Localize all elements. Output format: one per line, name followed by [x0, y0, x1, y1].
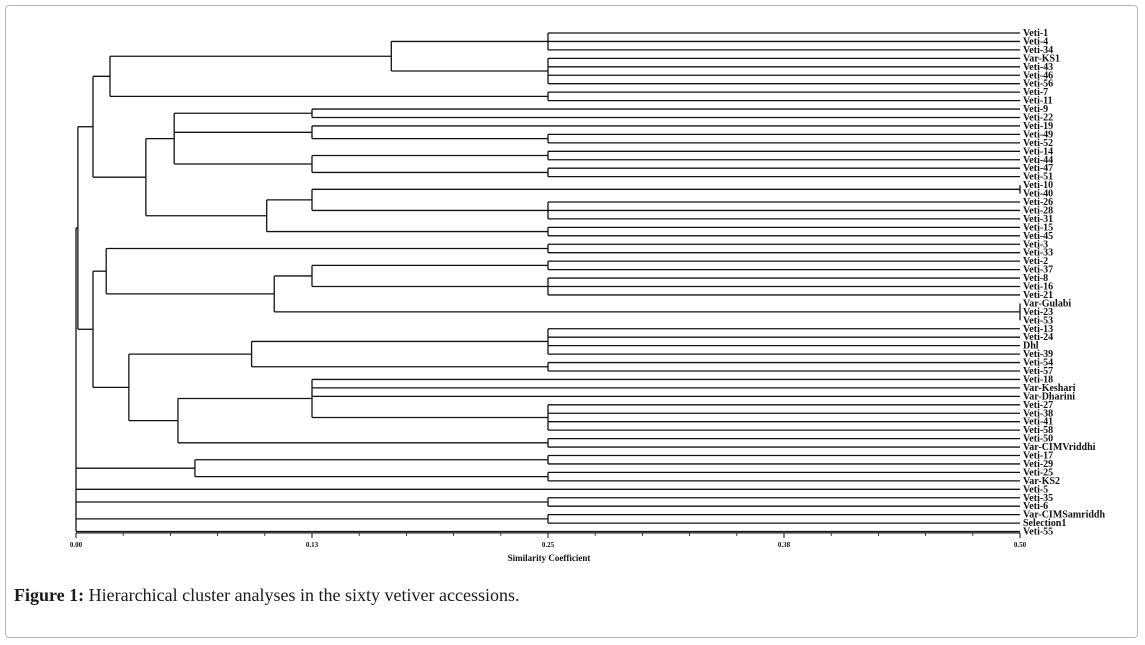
leaf-label: Veti-37 — [1023, 265, 1053, 276]
leaf-label: Var-Keshari — [1023, 383, 1076, 394]
caption-label: Figure 1: — [14, 585, 85, 605]
leaf-label: Veti-58 — [1023, 425, 1053, 436]
leaf-label: Veti-18 — [1023, 374, 1053, 385]
leaf-label: Veti-45 — [1023, 231, 1053, 242]
leaf-label: Var-CIMSamriddh — [1023, 510, 1105, 521]
leaf-label: Veti-46 — [1023, 70, 1053, 81]
leaf-label: Var-Gulabi — [1023, 298, 1071, 309]
leaf-label: Veti-5 — [1023, 484, 1048, 495]
leaf-label: Veti-50 — [1023, 434, 1053, 445]
axis-tick-label: 0.38 — [778, 541, 791, 549]
leaf-label: Veti-35 — [1023, 493, 1053, 504]
leaf-label: Veti-24 — [1023, 332, 1053, 343]
leaf-label: Veti-8 — [1023, 273, 1048, 284]
leaf-label: Veti-25 — [1023, 467, 1053, 478]
leaf-label: Veti-13 — [1023, 324, 1053, 335]
leaf-label: Veti-41 — [1023, 417, 1053, 428]
figure-caption: Figure 1: Hierarchical cluster analyses … — [14, 585, 520, 606]
leaf-label: Veti-51 — [1023, 172, 1053, 183]
axis-tick-label: 0.13 — [306, 541, 319, 549]
leaf-label: Veti-53 — [1023, 315, 1053, 326]
leaf-label: Veti-34 — [1023, 45, 1053, 56]
leaf-label: Veti-3 — [1023, 239, 1048, 250]
axis-tick-label: 0.50 — [1014, 541, 1027, 549]
leaf-label: Veti-4 — [1023, 36, 1048, 47]
leaf-label: Veti-56 — [1023, 79, 1053, 90]
leaf-label: Dhl — [1023, 341, 1039, 352]
axis-tick-label: 0.25 — [542, 541, 555, 549]
leaf-label: Veti-38 — [1023, 408, 1053, 419]
leaf-label: Veti-27 — [1023, 400, 1053, 411]
leaf-label: Veti-7 — [1023, 87, 1048, 98]
leaf-labels: Veti-1Veti-4Veti-34Var-KS1Veti-43Veti-46… — [1023, 28, 1105, 538]
leaf-label: Selection1 — [1023, 518, 1066, 529]
leaf-label: Veti-29 — [1023, 459, 1053, 470]
leaf-label: Veti-22 — [1023, 113, 1053, 124]
axis-title: Similarity Coefficient — [508, 553, 591, 563]
leaf-label: Veti-21 — [1023, 290, 1053, 301]
leaf-label: Veti-31 — [1023, 214, 1053, 225]
leaf-label: Veti-15 — [1023, 222, 1053, 233]
leaf-label: Veti-9 — [1023, 104, 1048, 115]
leaf-label: Veti-14 — [1023, 146, 1053, 157]
dendrogram: Veti-1Veti-4Veti-34Var-KS1Veti-43Veti-46… — [70, 28, 1106, 563]
leaf-label: Veti-26 — [1023, 197, 1053, 208]
caption-text: Hierarchical cluster analyses in the six… — [84, 585, 520, 605]
leaf-label: Veti-44 — [1023, 155, 1053, 166]
leaf-label: Veti-10 — [1023, 180, 1053, 191]
leaf-label: Veti-54 — [1023, 358, 1053, 369]
leaf-label: Veti-57 — [1023, 366, 1053, 377]
leaf-label: Veti-11 — [1023, 96, 1053, 107]
leaf-label: Veti-28 — [1023, 205, 1053, 216]
leaf-label: Veti-2 — [1023, 256, 1048, 267]
leaf-label: Veti-16 — [1023, 282, 1053, 293]
leaf-label: Var-Dharini — [1023, 391, 1075, 402]
leaf-label: Veti-43 — [1023, 62, 1053, 73]
leaf-label: Veti-40 — [1023, 189, 1053, 200]
dendrogram-branches — [75, 32, 1021, 533]
similarity-axis: Similarity Coefficient 0.00 0.13 0.25 0.38 0… — [70, 532, 1027, 563]
leaf-label: Veti-19 — [1023, 121, 1053, 132]
leaf-label: Veti-47 — [1023, 163, 1053, 174]
leaf-label: Var-KS2 — [1023, 476, 1060, 487]
leaf-label: Veti-33 — [1023, 248, 1053, 259]
leaf-label: Veti-6 — [1023, 501, 1048, 512]
leaf-label: Var-KS1 — [1023, 53, 1060, 64]
leaf-label: Veti-17 — [1023, 451, 1053, 462]
leaf-label: Veti-39 — [1023, 349, 1053, 360]
leaf-label: Veti-23 — [1023, 307, 1053, 318]
axis-tick-label: 0.00 — [70, 541, 83, 549]
leaf-label: Veti-1 — [1023, 28, 1048, 39]
leaf-label: Var-CIMVriddhi — [1023, 442, 1096, 453]
leaf-label: Veti-49 — [1023, 129, 1053, 140]
leaf-label: Veti-52 — [1023, 138, 1053, 149]
leaf-label: Veti-55 — [1023, 527, 1053, 538]
